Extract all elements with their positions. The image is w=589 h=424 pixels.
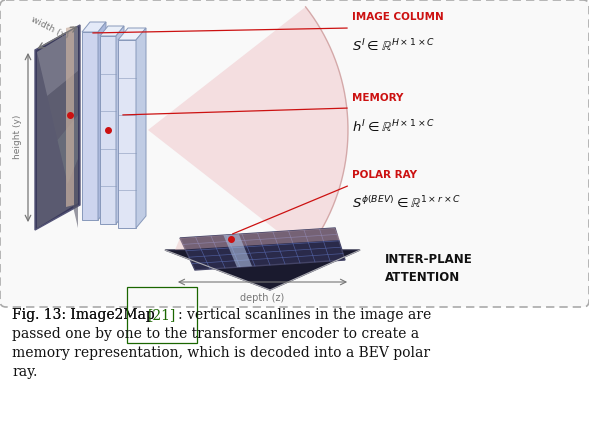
Polygon shape [37, 27, 78, 96]
Text: Fig. 13: Image2Map [21]: Fig. 13: Image2Map [21] [12, 308, 187, 322]
Text: POLAR RAY: POLAR RAY [352, 170, 417, 180]
Polygon shape [180, 228, 345, 270]
Polygon shape [82, 32, 98, 220]
Text: ray.: ray. [12, 365, 37, 379]
FancyBboxPatch shape [0, 0, 589, 307]
Polygon shape [118, 40, 136, 228]
Polygon shape [47, 71, 78, 140]
Polygon shape [100, 36, 116, 224]
Polygon shape [37, 27, 78, 228]
Text: Fig. 13: Image2Map: Fig. 13: Image2Map [12, 308, 159, 322]
Polygon shape [35, 25, 80, 230]
Text: $S^{\phi(BEV)} \in \mathbb{R}^{1\times r\times C}$: $S^{\phi(BEV)} \in \mathbb{R}^{1\times r… [352, 180, 461, 212]
Polygon shape [136, 28, 146, 228]
Text: Fig. 13: Image2Map: Fig. 13: Image2Map [12, 308, 159, 322]
Polygon shape [175, 228, 340, 250]
Text: IMAGE COLUMN: IMAGE COLUMN [352, 12, 444, 22]
Text: height (y): height (y) [14, 115, 22, 159]
Text: INTER-PLANE
ATTENTION: INTER-PLANE ATTENTION [385, 253, 473, 284]
Polygon shape [148, 7, 348, 253]
Text: MEMORY: MEMORY [352, 93, 403, 103]
Text: [21]: [21] [148, 308, 176, 322]
Text: width (x): width (x) [30, 15, 70, 41]
Text: depth (z): depth (z) [240, 293, 284, 303]
Polygon shape [58, 115, 78, 184]
Polygon shape [100, 26, 124, 36]
Polygon shape [98, 22, 106, 220]
Polygon shape [118, 28, 146, 40]
Text: $S^I \in \mathbb{R}^{H\times 1\times C}$: $S^I \in \mathbb{R}^{H\times 1\times C}$ [352, 22, 435, 54]
Polygon shape [165, 250, 360, 290]
Text: : vertical scanlines in the image are: : vertical scanlines in the image are [178, 308, 431, 322]
Polygon shape [116, 26, 124, 224]
Polygon shape [223, 234, 252, 267]
Text: $h^I \in \mathbb{R}^{H\times 1\times C}$: $h^I \in \mathbb{R}^{H\times 1\times C}$ [352, 103, 435, 135]
Polygon shape [82, 22, 106, 32]
Polygon shape [68, 159, 78, 228]
Polygon shape [66, 26, 74, 207]
Text: passed one by one to the transformer encoder to create a: passed one by one to the transformer enc… [12, 327, 419, 341]
Text: memory representation, which is decoded into a BEV polar: memory representation, which is decoded … [12, 346, 430, 360]
